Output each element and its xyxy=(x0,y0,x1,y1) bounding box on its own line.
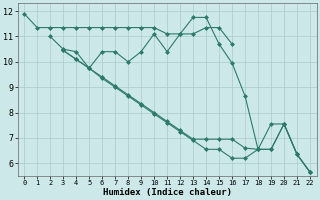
X-axis label: Humidex (Indice chaleur): Humidex (Indice chaleur) xyxy=(103,188,232,197)
